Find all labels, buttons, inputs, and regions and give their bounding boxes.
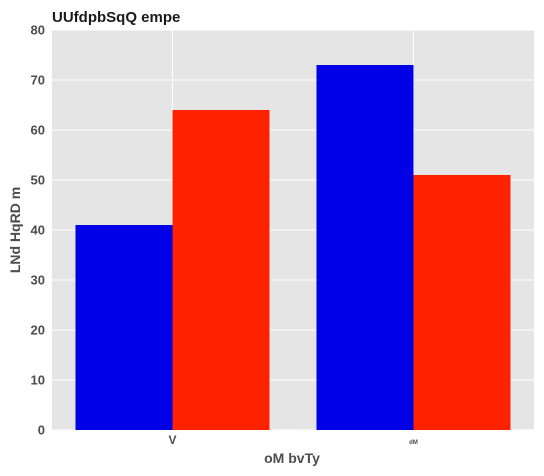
bar — [316, 65, 414, 430]
chart-title: UUfdpbSqQ empe — [52, 9, 180, 26]
y-tick-label: 40 — [31, 223, 45, 238]
bar — [75, 225, 173, 430]
y-axis-ticks: 0 10 20 30 40 50 60 70 80 — [31, 23, 45, 438]
x-axis-label: oM bvTy — [264, 450, 320, 466]
y-tick-label: 80 — [31, 23, 45, 38]
bar — [172, 110, 270, 430]
x-tick-label: V — [168, 433, 176, 447]
y-tick-label: 30 — [31, 273, 45, 288]
x-tick-label: dM — [409, 440, 418, 446]
bars — [75, 65, 511, 430]
y-tick-label: 10 — [31, 373, 45, 388]
y-tick-label: 70 — [31, 73, 45, 88]
y-tick-label: 60 — [31, 123, 45, 138]
y-axis-label: LNd HqRD m — [7, 187, 23, 273]
y-tick-label: 20 — [31, 323, 45, 338]
bar — [413, 175, 511, 430]
y-tick-label: 0 — [38, 423, 45, 438]
y-tick-label: 50 — [31, 173, 45, 188]
